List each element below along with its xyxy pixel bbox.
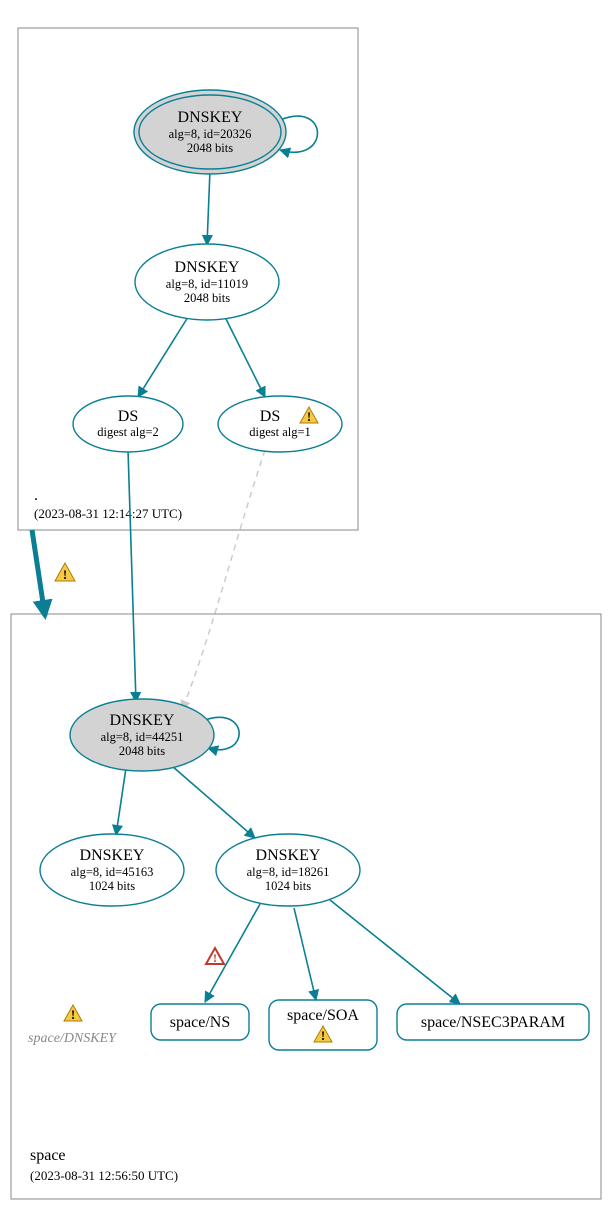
edge-root-zsk-to-ds2: [138, 317, 188, 397]
svg-text:!: !: [63, 567, 67, 582]
svg-text:!: !: [213, 951, 217, 965]
node-space-zsk1-line2: 1024 bits: [89, 879, 135, 893]
node-ds2-line1: digest alg=2: [97, 425, 159, 439]
node-root-ksk-line2: 2048 bits: [187, 141, 233, 155]
node-space-ns-title: space/NS: [170, 1014, 230, 1031]
node-space-ksk-title: DNSKEY: [110, 712, 175, 729]
node-space-nsec3: space/NSEC3PARAM: [397, 1004, 589, 1040]
zone-space-timestamp: (2023-08-31 12:56:50 UTC): [30, 1168, 178, 1183]
edge-root-zsk-to-ds1: [225, 317, 265, 397]
node-ds2-title: DS: [118, 408, 138, 425]
node-root-zsk-line1: alg=8, id=11019: [166, 277, 248, 291]
node-space-ns: space/NS: [151, 1004, 249, 1040]
node-space-zsk2-title: DNSKEY: [256, 847, 321, 864]
svg-text:!: !: [321, 1028, 325, 1043]
edge-zsk2-to-soa: [294, 908, 316, 1000]
node-root-ksk-title: DNSKEY: [178, 109, 243, 126]
edge-zsk2-to-nsec3: [330, 900, 460, 1004]
node-ds1: DS digest alg=1 !: [218, 396, 342, 452]
warning-icon: !: [64, 1005, 82, 1022]
node-space-zsk2-line1: alg=8, id=18261: [247, 865, 330, 879]
edge-space-ksk-to-zsk2: [172, 766, 255, 838]
node-root-zsk: DNSKEY alg=8, id=11019 2048 bits: [135, 244, 279, 320]
node-ds2: DS digest alg=2: [73, 396, 183, 452]
zone-root-timestamp: (2023-08-31 12:14:27 UTC): [34, 506, 182, 521]
node-space-soa: space/SOA !: [269, 1000, 377, 1050]
node-space-zsk2-line2: 1024 bits: [265, 879, 311, 893]
edge-space-ksk-to-zsk1: [116, 768, 126, 835]
error-icon: !: [206, 948, 224, 965]
zone-space-label: space: [30, 1147, 66, 1164]
node-space-nsec3-title: space/NSEC3PARAM: [421, 1014, 565, 1031]
node-root-ksk-line1: alg=8, id=20326: [169, 127, 252, 141]
node-space-dnskey-faded: ! space/DNSKEY: [28, 1005, 118, 1046]
node-space-soa-title: space/SOA: [287, 1007, 359, 1024]
zone-root-label: .: [34, 487, 38, 504]
warning-icon: !: [55, 563, 75, 582]
node-space-zsk2: DNSKEY alg=8, id=18261 1024 bits: [216, 834, 360, 906]
node-space-zsk1-title: DNSKEY: [80, 847, 145, 864]
node-space-dnskey-faded-label: space/DNSKEY: [28, 1031, 118, 1046]
node-space-zsk1: DNSKEY alg=8, id=45163 1024 bits: [40, 834, 184, 906]
edge-ds2-to-space-ksk: [128, 450, 136, 702]
edge-ds1-to-space-ksk: [182, 450, 265, 710]
node-root-zsk-line2: 2048 bits: [184, 291, 230, 305]
edge-root-ksk-to-zsk: [207, 170, 210, 245]
svg-text:!: !: [307, 409, 311, 424]
node-ds1-title: DS: [260, 408, 280, 425]
node-space-ksk-line2: 2048 bits: [119, 744, 165, 758]
zone-space: space (2023-08-31 12:56:50 UTC): [11, 614, 601, 1199]
edge-zone-root-to-space: [32, 530, 45, 616]
node-ds1-line1: digest alg=1: [249, 425, 311, 439]
node-root-zsk-title: DNSKEY: [175, 259, 240, 276]
node-root-ksk: DNSKEY alg=8, id=20326 2048 bits: [134, 90, 286, 174]
node-space-zsk1-line1: alg=8, id=45163: [71, 865, 154, 879]
svg-text:!: !: [71, 1007, 75, 1022]
node-space-ksk-line1: alg=8, id=44251: [101, 730, 184, 744]
node-space-ksk: DNSKEY alg=8, id=44251 2048 bits: [70, 699, 214, 771]
